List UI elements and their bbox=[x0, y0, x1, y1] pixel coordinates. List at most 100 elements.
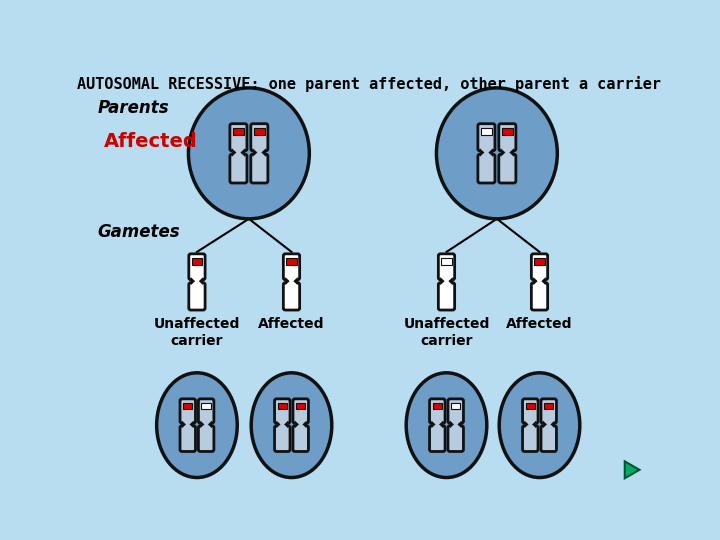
Bar bbox=[192, 276, 202, 286]
Ellipse shape bbox=[436, 88, 557, 219]
Polygon shape bbox=[457, 421, 462, 428]
FancyBboxPatch shape bbox=[189, 254, 205, 280]
Bar bbox=[481, 128, 492, 135]
FancyBboxPatch shape bbox=[199, 426, 214, 451]
Bar bbox=[534, 258, 544, 265]
Bar bbox=[201, 420, 211, 429]
FancyBboxPatch shape bbox=[230, 154, 247, 183]
Ellipse shape bbox=[157, 373, 238, 477]
Bar bbox=[451, 420, 461, 429]
Bar bbox=[296, 403, 305, 409]
FancyBboxPatch shape bbox=[499, 124, 516, 151]
FancyBboxPatch shape bbox=[448, 399, 464, 423]
FancyBboxPatch shape bbox=[180, 399, 195, 423]
FancyBboxPatch shape bbox=[438, 254, 454, 280]
Text: Unaffected
carrier: Unaffected carrier bbox=[154, 318, 240, 348]
FancyBboxPatch shape bbox=[430, 399, 445, 423]
Bar bbox=[183, 420, 193, 429]
Text: Affected: Affected bbox=[258, 318, 325, 332]
Text: Affected: Affected bbox=[104, 132, 198, 151]
Polygon shape bbox=[302, 421, 307, 428]
Bar bbox=[534, 276, 545, 286]
Text: Unaffected
carrier: Unaffected carrier bbox=[403, 318, 490, 348]
Polygon shape bbox=[441, 277, 445, 285]
FancyBboxPatch shape bbox=[541, 399, 557, 423]
FancyBboxPatch shape bbox=[430, 426, 445, 451]
Polygon shape bbox=[543, 421, 547, 428]
FancyBboxPatch shape bbox=[251, 154, 268, 183]
FancyBboxPatch shape bbox=[293, 426, 308, 451]
Polygon shape bbox=[449, 277, 453, 285]
Bar bbox=[502, 147, 513, 158]
Polygon shape bbox=[189, 421, 194, 428]
Bar bbox=[192, 258, 202, 265]
Bar bbox=[254, 128, 265, 135]
FancyBboxPatch shape bbox=[180, 426, 195, 451]
Bar bbox=[253, 147, 265, 158]
Text: Affected: Affected bbox=[506, 318, 572, 332]
Text: Gametes: Gametes bbox=[98, 222, 181, 241]
Polygon shape bbox=[284, 421, 288, 428]
Polygon shape bbox=[551, 421, 554, 428]
Polygon shape bbox=[276, 421, 281, 428]
Bar bbox=[481, 147, 492, 158]
Polygon shape bbox=[240, 148, 245, 157]
FancyBboxPatch shape bbox=[293, 399, 308, 423]
Bar bbox=[286, 276, 297, 286]
Bar bbox=[277, 420, 287, 429]
Ellipse shape bbox=[189, 88, 310, 219]
Bar bbox=[526, 420, 535, 429]
Polygon shape bbox=[208, 421, 212, 428]
FancyBboxPatch shape bbox=[448, 426, 464, 451]
FancyBboxPatch shape bbox=[274, 426, 290, 451]
Polygon shape bbox=[439, 421, 443, 428]
FancyBboxPatch shape bbox=[230, 124, 247, 151]
Bar bbox=[526, 403, 535, 409]
Bar bbox=[433, 403, 442, 409]
Bar bbox=[441, 258, 451, 265]
Polygon shape bbox=[500, 148, 505, 157]
Polygon shape bbox=[295, 421, 299, 428]
FancyBboxPatch shape bbox=[251, 124, 268, 151]
Ellipse shape bbox=[251, 373, 332, 477]
Bar bbox=[451, 403, 461, 409]
Ellipse shape bbox=[499, 373, 580, 477]
FancyBboxPatch shape bbox=[499, 154, 516, 183]
FancyBboxPatch shape bbox=[531, 282, 548, 310]
Polygon shape bbox=[625, 461, 639, 478]
Polygon shape bbox=[191, 277, 195, 285]
Bar bbox=[296, 420, 306, 429]
Polygon shape bbox=[293, 277, 297, 285]
Bar bbox=[441, 276, 452, 286]
Polygon shape bbox=[534, 277, 538, 285]
Polygon shape bbox=[431, 421, 436, 428]
Polygon shape bbox=[200, 421, 204, 428]
Bar bbox=[233, 147, 244, 158]
Polygon shape bbox=[509, 148, 514, 157]
FancyBboxPatch shape bbox=[478, 154, 495, 183]
FancyBboxPatch shape bbox=[541, 426, 557, 451]
FancyBboxPatch shape bbox=[199, 399, 214, 423]
Text: Parents: Parents bbox=[98, 99, 169, 117]
Polygon shape bbox=[541, 277, 546, 285]
FancyBboxPatch shape bbox=[189, 282, 205, 310]
Polygon shape bbox=[232, 148, 236, 157]
Bar bbox=[502, 128, 513, 135]
Bar bbox=[287, 258, 297, 265]
FancyBboxPatch shape bbox=[478, 124, 495, 151]
Bar bbox=[432, 420, 442, 429]
Polygon shape bbox=[199, 277, 203, 285]
FancyBboxPatch shape bbox=[284, 254, 300, 280]
Polygon shape bbox=[532, 421, 536, 428]
FancyBboxPatch shape bbox=[274, 399, 290, 423]
Polygon shape bbox=[182, 421, 186, 428]
FancyBboxPatch shape bbox=[284, 282, 300, 310]
Polygon shape bbox=[480, 148, 485, 157]
Polygon shape bbox=[285, 277, 289, 285]
Bar bbox=[544, 403, 554, 409]
Polygon shape bbox=[261, 148, 266, 157]
FancyBboxPatch shape bbox=[523, 399, 538, 423]
Polygon shape bbox=[524, 421, 528, 428]
Polygon shape bbox=[450, 421, 454, 428]
FancyBboxPatch shape bbox=[523, 426, 538, 451]
